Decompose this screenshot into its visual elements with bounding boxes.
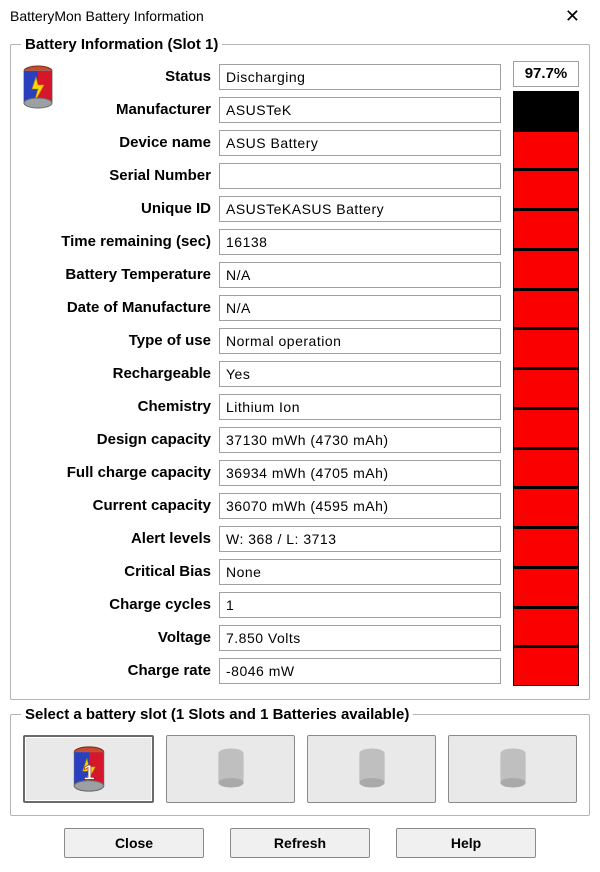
field-row: Charge cycles1 [21,589,501,620]
field-row: ManufacturerASUSTeK [21,94,501,125]
gauge-segment [514,168,578,208]
gauge-segment [514,447,578,487]
gauge-column: 97.7% [513,61,579,686]
field-row: Serial Number [21,160,501,191]
window-title: BatteryMon Battery Information [10,8,204,24]
gauge-segment [514,327,578,367]
slot-button-2[interactable] [166,735,295,803]
svg-text:1: 1 [83,761,95,784]
slot-select-group: Select a battery slot (1 Slots and 1 Bat… [10,706,590,816]
field-value: N/A [219,262,501,288]
field-label: Full charge capacity [21,464,219,481]
field-row: Device nameASUS Battery [21,127,501,158]
field-row: Alert levelsW: 368 / L: 3713 [21,523,501,554]
battery-icon [19,63,57,112]
field-value: Discharging [219,64,501,90]
info-body: StatusDischargingManufacturerASUSTeKDevi… [21,61,579,686]
refresh-button[interactable]: Refresh [230,828,370,858]
gauge-segment [514,566,578,606]
field-value: 36070 mWh (4595 mAh) [219,493,501,519]
field-row: Battery TemperatureN/A [21,259,501,290]
gauge-segment [514,407,578,447]
field-row: Charge rate-8046 mW [21,655,501,686]
gauge-percent: 97.7% [513,61,579,87]
field-label: Charge cycles [21,596,219,613]
field-label: Date of Manufacture [21,299,219,316]
slot-select-legend: Select a battery slot (1 Slots and 1 Bat… [21,706,413,723]
field-value: 16138 [219,229,501,255]
battery-placeholder-icon [211,743,251,796]
field-label: Critical Bias [21,563,219,580]
field-row: Time remaining (sec)16138 [21,226,501,257]
field-value: None [219,559,501,585]
field-label: Chemistry [21,398,219,415]
field-label: Current capacity [21,497,219,514]
field-value: ASUSTeK [219,97,501,123]
field-row: ChemistryLithium Ion [21,391,501,422]
battery-placeholder-icon [493,743,533,796]
field-label: Type of use [21,332,219,349]
window: BatteryMon Battery Information ✕ Battery… [0,0,600,872]
field-label: Charge rate [21,662,219,679]
slots-row: 1 [21,731,579,805]
field-value [219,163,501,189]
field-value: 1 [219,592,501,618]
battery-info-group: Battery Information (Slot 1) StatusDisch… [10,36,590,700]
field-label: Unique ID [21,200,219,217]
field-label: Device name [21,134,219,151]
field-row: Date of ManufactureN/A [21,292,501,323]
slot-button-1[interactable]: 1 [23,735,154,803]
titlebar: BatteryMon Battery Information ✕ [0,0,600,32]
field-value: 7.850 Volts [219,625,501,651]
field-row: Type of useNormal operation [21,325,501,356]
field-value: 36934 mWh (4705 mAh) [219,460,501,486]
gauge-segment [514,367,578,407]
field-value: Normal operation [219,328,501,354]
field-value: ASUS Battery [219,130,501,156]
battery-icon: 1 [69,743,109,796]
field-row: Critical BiasNone [21,556,501,587]
gauge-segment [514,92,578,129]
field-value: Lithium Ion [219,394,501,420]
field-value: N/A [219,295,501,321]
field-label: Design capacity [21,431,219,448]
gauge-segment [514,208,578,248]
gauge-segment [514,486,578,526]
field-label: Time remaining (sec) [21,233,219,250]
field-label: Battery Temperature [21,266,219,283]
field-row: Voltage7.850 Volts [21,622,501,653]
gauge-segment [514,248,578,288]
field-row: Current capacity36070 mWh (4595 mAh) [21,490,501,521]
field-value: -8046 mW [219,658,501,684]
field-row: Full charge capacity36934 mWh (4705 mAh) [21,457,501,488]
slot-button-4[interactable] [448,735,577,803]
button-row: Close Refresh Help [10,822,590,862]
close-icon[interactable]: ✕ [555,3,590,29]
fields-column: StatusDischargingManufacturerASUSTeKDevi… [21,61,501,686]
battery-gauge [513,91,579,686]
battery-placeholder-icon [352,743,392,796]
slot-button-3[interactable] [307,735,436,803]
field-row: RechargeableYes [21,358,501,389]
gauge-segment [514,526,578,566]
gauge-segment [514,606,578,646]
field-label: Alert levels [21,530,219,547]
gauge-segment [514,645,578,685]
field-label: Voltage [21,629,219,646]
field-row: Unique ID ASUSTeKASUS Battery [21,193,501,224]
battery-info-legend: Battery Information (Slot 1) [21,36,222,53]
help-button[interactable]: Help [396,828,536,858]
field-row: StatusDischarging [21,61,501,92]
field-row: Design capacity37130 mWh (4730 mAh) [21,424,501,455]
field-value: 37130 mWh (4730 mAh) [219,427,501,453]
close-button[interactable]: Close [64,828,204,858]
content-area: Battery Information (Slot 1) StatusDisch… [0,32,600,872]
gauge-segment [514,129,578,169]
field-value: Yes [219,361,501,387]
field-value: ASUSTeKASUS Battery [219,196,501,222]
field-value: W: 368 / L: 3713 [219,526,501,552]
field-label: Serial Number [21,167,219,184]
gauge-segment [514,288,578,328]
field-label: Rechargeable [21,365,219,382]
